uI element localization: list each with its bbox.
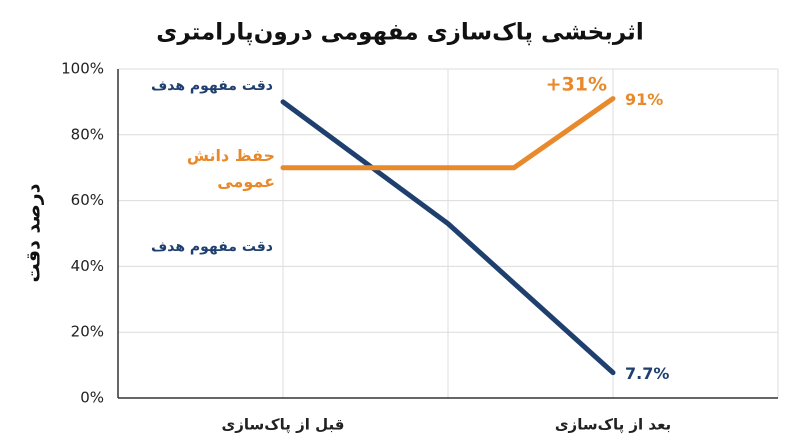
value-label: 91% [625,90,663,109]
y-tick-label: 0% [80,389,104,407]
series-label: حفظ دانش عمومی [186,146,275,191]
annotation: +31% [546,74,607,96]
y-tick-label: 60% [71,191,104,209]
y-tick-label: 100% [61,60,104,78]
y-tick-label: 80% [71,125,104,143]
x-tick-label: قبل از پاک‌سازی [222,416,345,435]
series-line [280,96,616,171]
annotation: دقت مفهوم هدف [151,239,273,255]
series-line [280,99,616,376]
y-tick-label: 40% [71,257,104,275]
series-label: دقت مفهوم هدف [151,78,273,94]
y-axis-label: درصد دقت [23,183,45,282]
value-label: 7.7% [625,364,669,383]
x-tick-label: بعد از پاک‌سازی [555,416,671,435]
chart-title: اثربخشی پاک‌سازی مفهومی درون‌پارامتری [156,20,643,46]
y-tick-label: 20% [71,323,104,341]
